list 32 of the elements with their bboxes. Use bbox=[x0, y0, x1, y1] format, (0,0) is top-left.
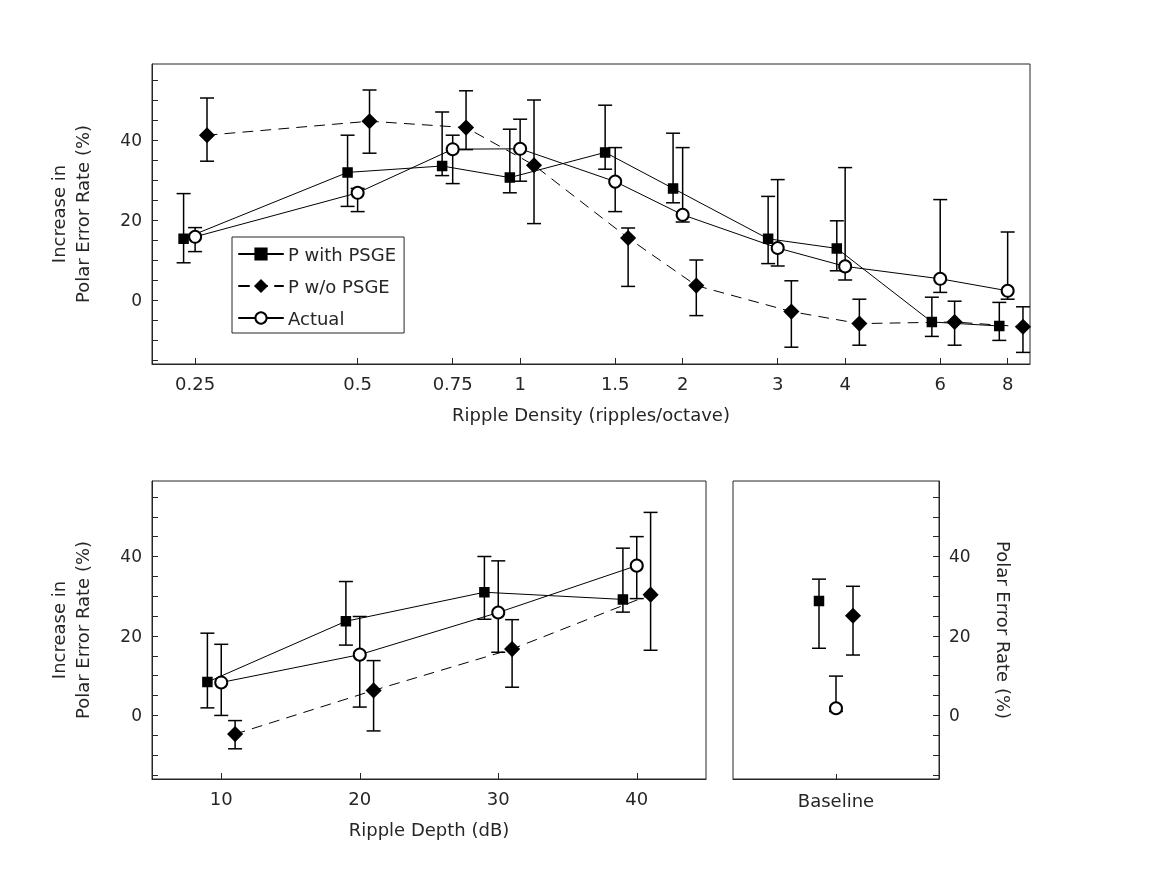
y-tick-label: 40 bbox=[120, 546, 142, 567]
y-tick-label: 20 bbox=[120, 210, 142, 230]
x-tick-label: 10 bbox=[209, 787, 233, 809]
x-tick-label: 0.25 bbox=[175, 372, 216, 394]
y-tick-label: 0 bbox=[131, 290, 142, 310]
y2-tick-label: 0 bbox=[949, 705, 960, 726]
y-axis-title: Increase in Polar Error Rate (%) bbox=[47, 124, 93, 304]
legend-label: Actual bbox=[288, 307, 345, 329]
y-tick-label: 20 bbox=[120, 625, 142, 646]
y-tick-label: 0 bbox=[131, 705, 142, 726]
x-tick-label: 1 bbox=[514, 372, 526, 394]
y2-axis-title: Polar Error Rate (%) bbox=[992, 540, 1014, 720]
x-tick-label: 0.5 bbox=[343, 372, 372, 394]
y2-tick-label: 40 bbox=[949, 546, 971, 567]
y-axis-title: Increase in Polar Error Rate (%) bbox=[47, 540, 93, 720]
x-tick-label: 40 bbox=[625, 787, 649, 809]
x-tick-label: 20 bbox=[348, 787, 372, 809]
x-tick-label: 30 bbox=[486, 787, 510, 809]
legend-label: P with PSGE bbox=[288, 243, 397, 265]
legend-label: P w/o PSGE bbox=[288, 275, 390, 297]
x-tick-label: 2 bbox=[676, 372, 689, 394]
x-tick-label: 8 bbox=[1001, 372, 1014, 394]
x-tick-label: 1.5 bbox=[600, 372, 630, 394]
x-tick-label: 6 bbox=[934, 372, 946, 394]
x-tick-label: 0.75 bbox=[432, 372, 473, 394]
y-tick-label: 40 bbox=[120, 130, 142, 150]
y2-tick-label: 20 bbox=[949, 625, 971, 646]
x-tick-label: Baseline bbox=[797, 789, 875, 811]
x-axis-title: Ripple Density (ripples/octave) bbox=[452, 403, 730, 425]
x-tick-label: 4 bbox=[839, 372, 851, 394]
x-axis-title: Ripple Depth (dB) bbox=[348, 818, 510, 840]
x-tick-label: 3 bbox=[771, 372, 784, 394]
